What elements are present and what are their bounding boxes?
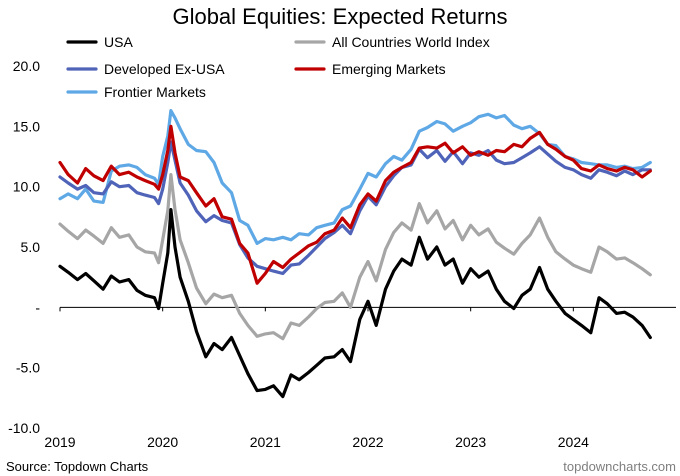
source-note: Source: Topdown Charts [6,459,149,474]
legend-label: USA [104,34,133,50]
y-tick-label: 20.0 [13,58,40,74]
legend-label: Frontier Markets [104,84,206,100]
y-axis-ticks: 20.0 15.0 10.0 5.0 - -5.0 -10.0 [8,58,40,436]
y-tick-label: 10.0 [13,179,40,195]
x-tick-label: 2022 [352,434,383,450]
legend-label: All Countries World Index [332,34,490,50]
y-tick-label: 5.0 [21,239,41,255]
x-tick-label: 2021 [250,434,281,450]
x-tick-label: 2024 [558,434,589,450]
x-tick-label: 2023 [455,434,486,450]
legend-label: Developed Ex-USA [104,61,225,77]
x-tick-label: 2020 [147,434,178,450]
legend-label: Emerging Markets [332,61,446,77]
y-tick-label: 15.0 [13,118,40,134]
y-tick-label: -5.0 [16,360,40,376]
series-lines [58,109,652,399]
legend: USA All Countries World Index Developed Ex… [66,34,490,100]
series-line-usa [58,208,652,399]
x-axis-ticks: 2019 2020 2021 2022 2023 2024 [44,307,589,450]
chart-title: Global Equities: Expected Returns [172,4,507,29]
series-line-all-countries-world-index [58,173,652,341]
series-line-developed-ex-usa [58,140,652,276]
watermark: topdowncharts.com [563,459,676,474]
series-line-emerging-markets [58,124,652,285]
y-tick-label: - [35,299,40,315]
x-tick-label: 2019 [44,434,75,450]
y-tick-label: -10.0 [8,420,40,436]
